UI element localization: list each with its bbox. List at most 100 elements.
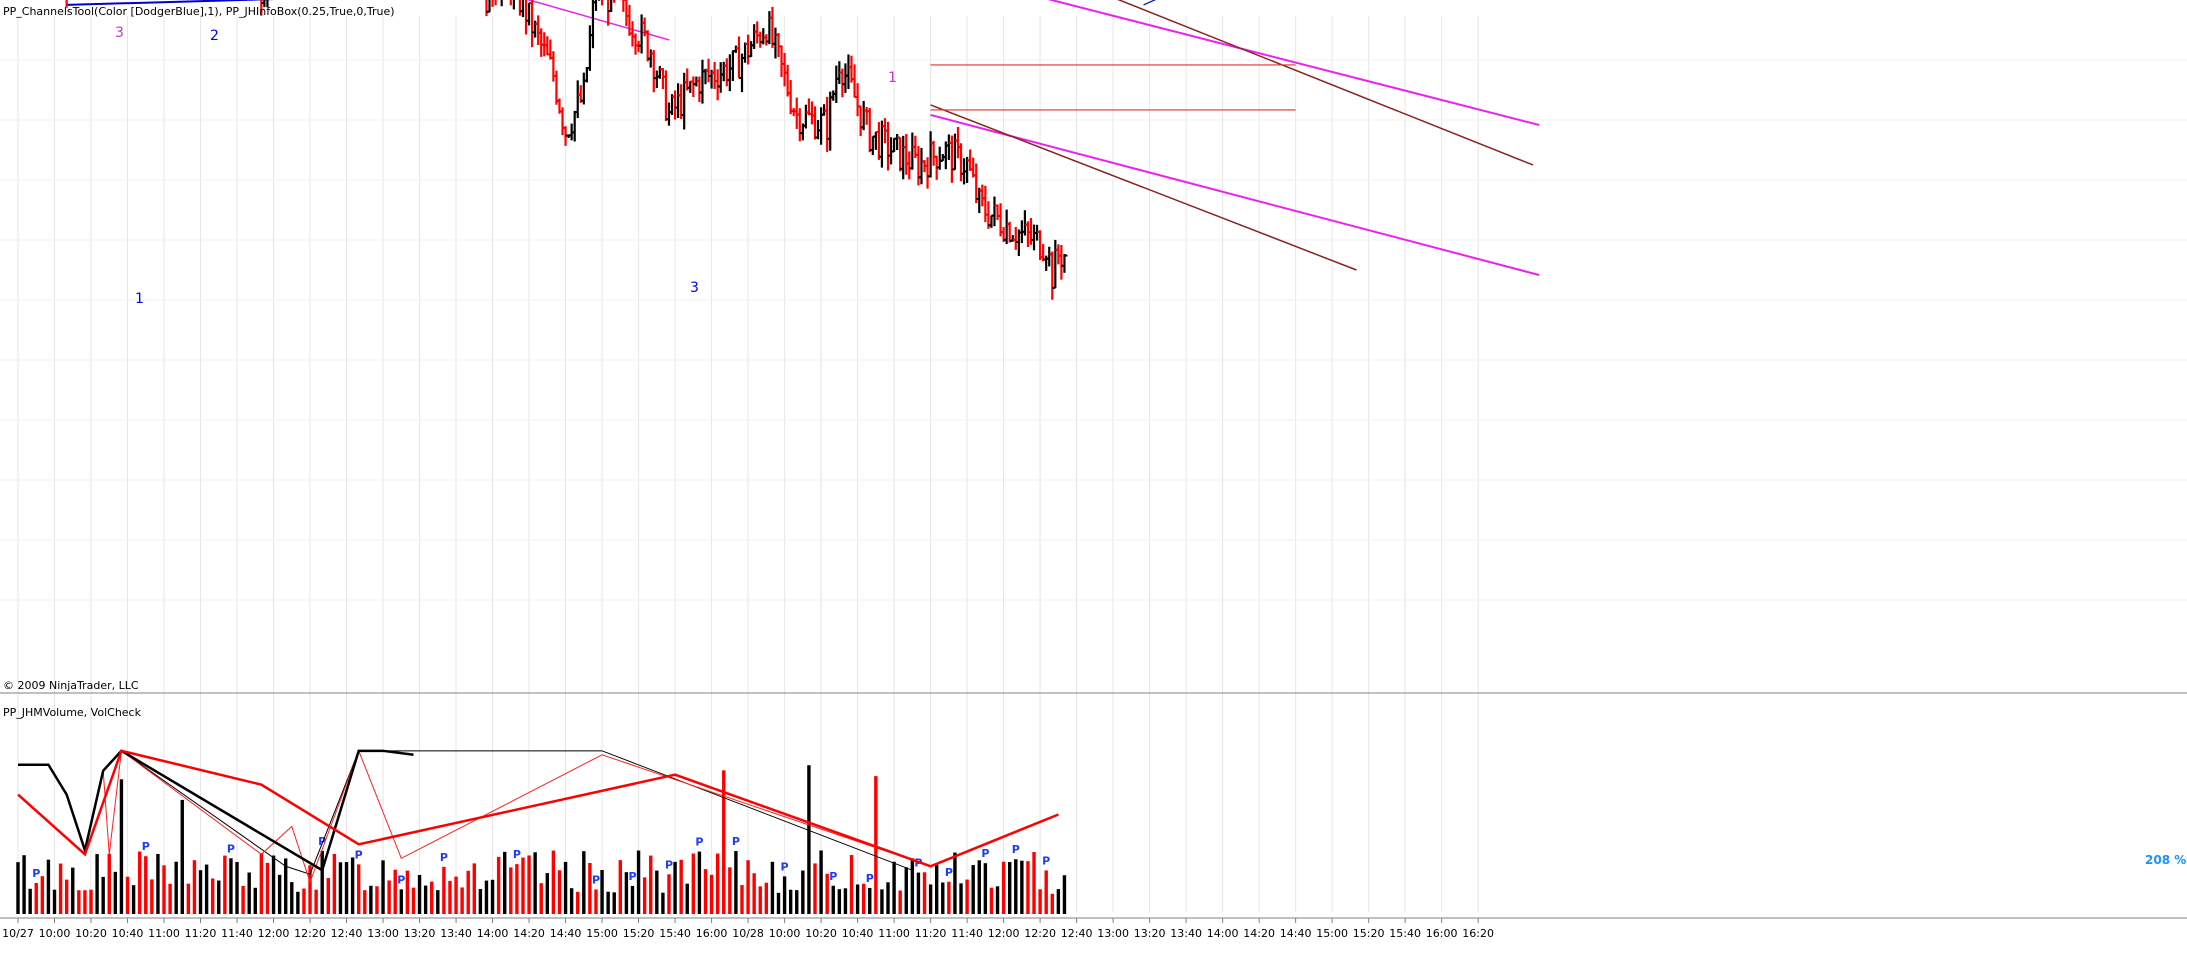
volume-bar (923, 872, 926, 914)
volume-bar (150, 879, 153, 914)
volume-bar (77, 890, 80, 914)
volume-bar (990, 888, 993, 914)
volume-bar (783, 876, 786, 914)
volume-bar (655, 871, 658, 914)
x-tick-label: 15:40 (1389, 927, 1421, 940)
x-tick-label: 12:40 (1061, 927, 1093, 940)
volume-bar (473, 863, 476, 914)
volume-bar (1063, 875, 1066, 914)
volume-bar (71, 868, 74, 914)
volume-bar (765, 883, 768, 914)
x-tick-label: 10:00 (39, 927, 71, 940)
volume-bar (606, 892, 609, 914)
pivot-marker: P (866, 872, 874, 885)
volume-bar (223, 856, 226, 914)
pivot-marker: P (981, 847, 989, 860)
volume-bar (400, 889, 403, 914)
x-tick-label: 11:40 (221, 927, 253, 940)
volume-bar (442, 867, 445, 914)
volume-bar (503, 852, 506, 914)
pivot-marker: P (829, 870, 837, 883)
volume-bar (327, 878, 330, 914)
volume-bar (582, 851, 585, 914)
pivot-marker: P (1042, 854, 1050, 867)
volume-bar (120, 779, 123, 914)
volume-bar (667, 874, 670, 914)
volume-bar (211, 878, 214, 914)
annotation-label: 2 (210, 28, 219, 44)
pivot-marker: P (665, 858, 673, 871)
volume-bar (16, 862, 19, 914)
volume-bar (1057, 889, 1060, 914)
volume-bar (181, 800, 184, 914)
volume-bar (1038, 889, 1041, 914)
volume-bar (174, 862, 177, 914)
volume-bar (1002, 862, 1005, 914)
volume-bar (558, 870, 561, 914)
volume-bar (254, 888, 257, 914)
x-tick-label: 15:20 (623, 927, 655, 940)
x-tick-label: 13:00 (1097, 927, 1129, 940)
volume-bar (679, 860, 682, 914)
volume-bar (436, 890, 439, 914)
volume-bar (41, 876, 44, 914)
volume-bar (1032, 852, 1035, 914)
pivot-marker: P (732, 835, 740, 848)
volume-bar (673, 862, 676, 914)
x-tick-label: 12:40 (331, 927, 363, 940)
volume-bar (600, 870, 603, 914)
pivot-marker: P (695, 836, 703, 849)
volume-bar (479, 889, 482, 914)
volume-bar (917, 873, 920, 914)
volume-bar (247, 873, 250, 914)
x-tick-label: 10/27 (2, 927, 34, 940)
volume-bar (138, 851, 141, 914)
volume-bar (540, 883, 543, 914)
volume-bar (290, 882, 293, 914)
volume-bar (241, 886, 244, 914)
volume-bar (613, 892, 616, 914)
annotation-label: 3 (690, 280, 699, 296)
volume-bar (235, 862, 238, 914)
volume-bar (1051, 894, 1054, 914)
volume-bar (89, 890, 92, 914)
pivot-marker: P (142, 840, 150, 853)
volume-bar (844, 888, 847, 914)
volume-bar (886, 882, 889, 914)
volume-bar (789, 890, 792, 914)
volume-bar (527, 855, 530, 914)
volume-bar (485, 881, 488, 914)
volume-bar (832, 886, 835, 914)
volume-bar (588, 863, 591, 914)
pivot-marker: P (440, 851, 448, 864)
volume-bar (47, 860, 50, 914)
volume-bar (734, 851, 737, 914)
volume-bar (381, 860, 384, 914)
price-panel-title: PP_ChannelsTool(Color [DodgerBlue],1), P… (3, 5, 395, 18)
volume-bar (369, 886, 372, 914)
pivot-marker: P (1012, 843, 1020, 856)
x-tick-label: 12:00 (988, 927, 1020, 940)
volume-bar (880, 889, 883, 914)
x-tick-label: 10:20 (805, 927, 837, 940)
volume-bar (856, 884, 859, 914)
volume-bar (594, 889, 597, 914)
volume-bar (649, 856, 652, 914)
volume-bar (314, 890, 317, 914)
volume-bar (412, 888, 415, 914)
volume-bar (114, 872, 117, 914)
volume-bar (521, 858, 524, 914)
pivot-marker: P (945, 866, 953, 879)
volume-bar (351, 857, 354, 914)
x-tick-label: 10/28 (732, 927, 764, 940)
volume-bar (193, 860, 196, 914)
volume-bar (467, 871, 470, 914)
x-tick-label: 14:40 (550, 927, 582, 940)
volume-bar (387, 880, 390, 914)
volume-bar (491, 880, 494, 914)
volume-bar (22, 855, 25, 914)
x-tick-label: 12:20 (294, 927, 326, 940)
volume-bar (308, 865, 311, 914)
x-tick-label: 11:20 (185, 927, 217, 940)
